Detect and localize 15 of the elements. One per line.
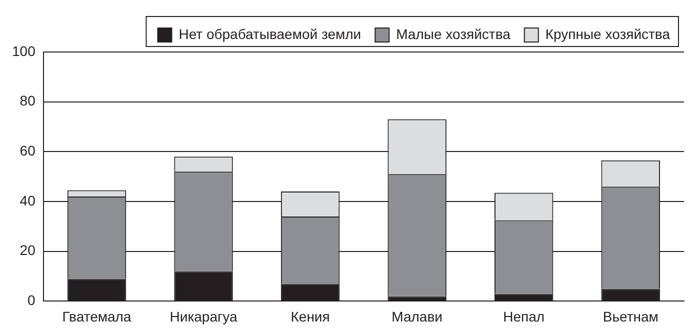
x-tick-label: Вьетнам — [602, 308, 658, 324]
y-tick-label: 100 — [12, 42, 36, 59]
y-tick-label: 20 — [20, 242, 36, 258]
x-tick-label: Кения — [290, 308, 330, 324]
y-tick-label: 0 — [28, 292, 36, 308]
y-tick-label: 60 — [20, 142, 36, 159]
x-tick-label: Никарагуа — [170, 308, 238, 324]
x-tick-label: Непал — [503, 308, 545, 324]
legend-label: Крупные хозяйства — [545, 26, 670, 42]
y-tick-label: 80 — [20, 92, 36, 109]
legend-label: Малые хозяйства — [396, 26, 511, 42]
x-tick-label: Малави — [392, 308, 442, 324]
y-tick-label: 40 — [20, 192, 36, 208]
legend-label: Нет обрабатываемой земли — [178, 26, 362, 42]
x-tick-label: Гватемала — [62, 308, 132, 324]
